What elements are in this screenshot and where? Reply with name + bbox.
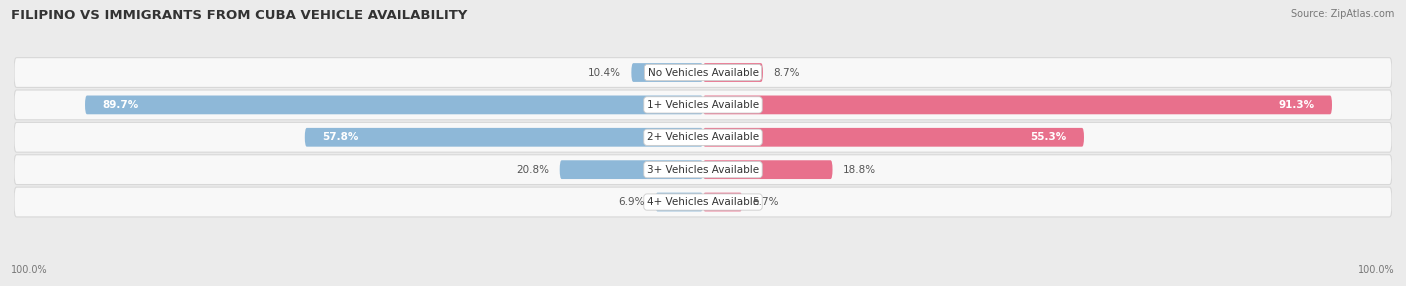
Text: 57.8%: 57.8% [322,132,359,142]
FancyBboxPatch shape [14,58,1392,88]
Text: 100.0%: 100.0% [1358,265,1395,275]
Text: Source: ZipAtlas.com: Source: ZipAtlas.com [1291,9,1395,19]
Text: 20.8%: 20.8% [516,165,550,175]
FancyBboxPatch shape [560,160,703,179]
FancyBboxPatch shape [14,155,1392,184]
Text: 2+ Vehicles Available: 2+ Vehicles Available [647,132,759,142]
Text: 5.7%: 5.7% [752,197,779,207]
Text: FILIPINO VS IMMIGRANTS FROM CUBA VEHICLE AVAILABILITY: FILIPINO VS IMMIGRANTS FROM CUBA VEHICLE… [11,9,468,21]
Text: 1+ Vehicles Available: 1+ Vehicles Available [647,100,759,110]
FancyBboxPatch shape [14,122,1392,152]
FancyBboxPatch shape [631,63,703,82]
FancyBboxPatch shape [703,96,1331,114]
Text: 10.4%: 10.4% [588,67,621,78]
Text: 100.0%: 100.0% [11,265,48,275]
FancyBboxPatch shape [703,160,832,179]
FancyBboxPatch shape [14,187,1392,217]
FancyBboxPatch shape [703,63,763,82]
FancyBboxPatch shape [655,193,703,211]
Text: 91.3%: 91.3% [1278,100,1315,110]
FancyBboxPatch shape [305,128,703,147]
Text: 18.8%: 18.8% [842,165,876,175]
FancyBboxPatch shape [84,96,703,114]
FancyBboxPatch shape [703,128,1084,147]
Text: No Vehicles Available: No Vehicles Available [648,67,758,78]
FancyBboxPatch shape [703,193,742,211]
Text: 8.7%: 8.7% [773,67,800,78]
Text: 6.9%: 6.9% [619,197,645,207]
FancyBboxPatch shape [14,90,1392,120]
Text: 4+ Vehicles Available: 4+ Vehicles Available [647,197,759,207]
Text: 89.7%: 89.7% [103,100,139,110]
Text: 3+ Vehicles Available: 3+ Vehicles Available [647,165,759,175]
Text: 55.3%: 55.3% [1031,132,1067,142]
